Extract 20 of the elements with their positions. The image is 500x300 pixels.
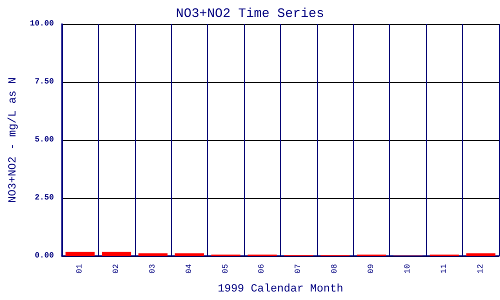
x-tick-label: 01 bbox=[76, 264, 85, 274]
x-tick-label: 12 bbox=[476, 264, 486, 274]
x-tick-label: 04 bbox=[184, 264, 194, 274]
y-tick-label: 5.00 bbox=[34, 136, 54, 144]
x-tick-label: 07 bbox=[294, 264, 304, 274]
x-tick-label: 02 bbox=[112, 264, 122, 274]
y-tick-label: 0.00 bbox=[34, 252, 54, 260]
x-tick-label: 11 bbox=[440, 264, 449, 274]
y-axis-title: NO3+NO2 - mg/L as N bbox=[8, 77, 20, 203]
x-tick-label: 10 bbox=[403, 264, 412, 274]
x-axis-title: 1999 Calendar Month bbox=[218, 284, 344, 296]
x-tick-label: 03 bbox=[148, 264, 158, 274]
chart-title: NO3+NO2 Time Series bbox=[176, 6, 324, 21]
x-tick-label: 05 bbox=[221, 264, 230, 274]
y-tick-label: 7.50 bbox=[34, 78, 54, 86]
x-tick-label: 09 bbox=[367, 264, 376, 274]
x-tick-label: 08 bbox=[330, 264, 340, 274]
x-tick-label: 06 bbox=[258, 264, 267, 274]
y-tick-label: 2.50 bbox=[34, 194, 54, 202]
y-tick-label: 10.00 bbox=[30, 20, 54, 28]
